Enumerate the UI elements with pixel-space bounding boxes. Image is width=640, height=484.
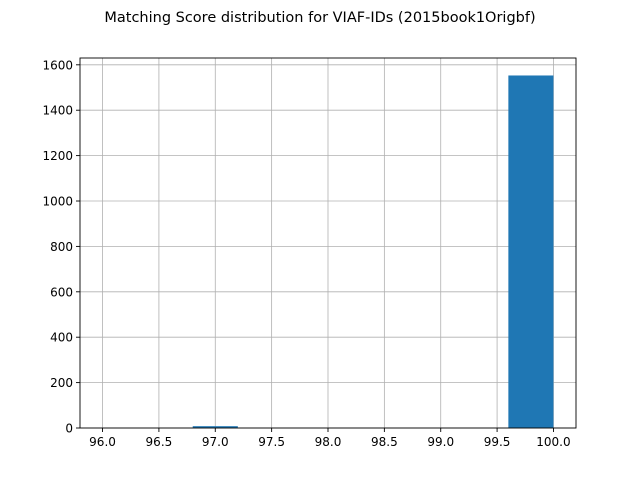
x-tick-label: 99.0 [427,435,454,449]
x-tick-label: 97.5 [258,435,285,449]
axes-layer: 96.0 96.5 97.0 97.5 98.0 98.5 99.0 99.5 100.0 0 20… [42,57,577,449]
x-tick-label: 97.0 [202,435,229,449]
y-tick-label: 600 [50,285,73,299]
bars-layer [192,75,554,429]
x-tick-label: 96.5 [146,435,173,449]
y-tick-label: 400 [50,331,73,345]
histogram-bar [508,75,554,429]
y-tick-label: 1600 [42,58,73,72]
y-tick-label: 1400 [42,104,73,118]
y-tick-label: 800 [50,240,73,254]
x-tick-label: 96.0 [89,435,116,449]
y-tick-label: 1200 [42,149,73,163]
x-tick-label: 98.5 [371,435,398,449]
x-tick-label: 99.5 [484,435,511,449]
x-tick-label: 98.0 [315,435,342,449]
x-tick-label: 100.0 [536,435,570,449]
y-tick-label: 1000 [42,195,73,209]
grid-layer [80,58,576,429]
histogram-bar [192,426,238,428]
y-tick-label: 0 [65,422,73,436]
chart-title: Matching Score distribution for VIAF-IDs… [104,10,535,26]
y-tick-label: 200 [50,376,73,390]
